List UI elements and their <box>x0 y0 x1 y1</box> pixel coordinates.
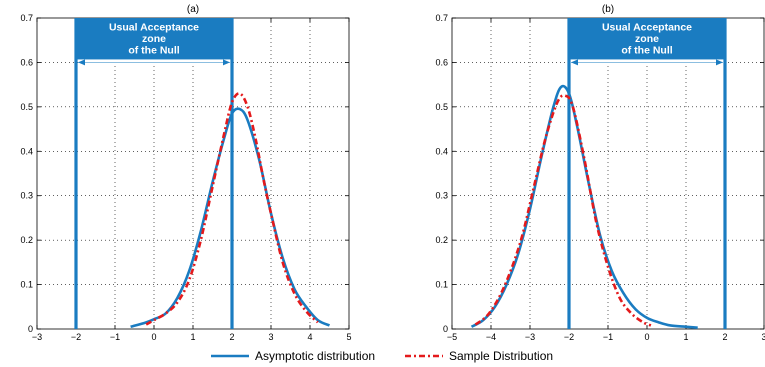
x-tick-label: 1 <box>190 332 195 342</box>
y-tick-label: 0.1 <box>435 280 448 290</box>
zone-arrow-head-left <box>78 59 85 66</box>
zone-arrow-head-right <box>223 59 230 66</box>
x-tick-label: 0 <box>644 332 649 342</box>
x-tick-label: −3 <box>32 332 42 342</box>
series-line-sample <box>474 94 652 327</box>
x-tick-label: 2 <box>722 332 727 342</box>
y-tick-label: 0.7 <box>20 13 33 23</box>
y-tick-label: 0.1 <box>20 280 33 290</box>
x-tick-label: −1 <box>603 332 613 342</box>
y-tick-label: 0.3 <box>435 191 448 201</box>
y-tick-label: 0.6 <box>20 57 33 67</box>
y-tick-label: 0.5 <box>20 102 33 112</box>
x-tick-label: 4 <box>307 332 312 342</box>
x-tick-label: 1 <box>683 332 688 342</box>
zone-label-line: of the Null <box>128 45 179 57</box>
x-tick-label: −4 <box>486 332 496 342</box>
x-tick-label: 0 <box>151 332 156 342</box>
y-tick-label: 0.3 <box>20 191 33 201</box>
x-tick-label: 3 <box>761 332 765 342</box>
x-tick-label: −1 <box>110 332 120 342</box>
y-tick-label: 0.4 <box>20 146 33 156</box>
y-tick-label: 0.2 <box>435 235 448 245</box>
zone-label-line: of the Null <box>621 45 672 57</box>
y-tick-label: 0.5 <box>435 102 448 112</box>
chart-title: (a) <box>187 4 199 15</box>
chart-panel-b: −5 −4 −3 −2 −1 0 1 2 3 0 0.1 0.2 0.3 0.4 0.5 0.6 0.7 (b) U… <box>435 4 765 342</box>
y-tick-label: 0.7 <box>435 13 448 23</box>
zone-label-box <box>569 18 725 60</box>
legend: Asymptotic distribution Sample Distributi… <box>211 349 553 363</box>
chart-title: (b) <box>602 4 614 15</box>
x-tick-label: −3 <box>525 332 535 342</box>
zone-label-line: Usual Acceptance <box>602 22 692 34</box>
zone-label-line: Usual Acceptance <box>109 22 199 34</box>
zone-label-box <box>76 18 232 60</box>
chart-panel-a: −3 −2 −1 0 1 2 3 4 5 0 0.1 0.2 0.3 0.4 0.5 0.6 0.7 (a) Usu… <box>20 4 351 342</box>
x-tick-label: −5 <box>447 332 457 342</box>
series-line-sample <box>145 92 319 326</box>
x-tick-label: 2 <box>229 332 234 342</box>
x-tick-label: −2 <box>564 332 574 342</box>
x-tick-label: −2 <box>71 332 81 342</box>
y-tick-label: 0.2 <box>20 235 33 245</box>
y-tick-label: 0 <box>28 324 33 334</box>
series-line-asymptotic <box>130 107 331 329</box>
y-tick-label: 0 <box>443 324 448 334</box>
legend-label-sample: Sample Distribution <box>449 349 553 363</box>
zone-arrow-head-left <box>571 59 578 66</box>
y-tick-label: 0.4 <box>435 146 448 156</box>
zone-label-line: zone <box>635 33 659 45</box>
zone-arrow-head-right <box>716 59 723 66</box>
y-tick-label: 0.6 <box>435 57 448 67</box>
x-tick-label: 3 <box>268 332 273 342</box>
series-line-asymptotic <box>470 84 698 329</box>
x-tick-label: 5 <box>346 332 351 342</box>
legend-label-asymptotic: Asymptotic distribution <box>255 349 375 363</box>
zone-label-line: zone <box>142 33 166 45</box>
